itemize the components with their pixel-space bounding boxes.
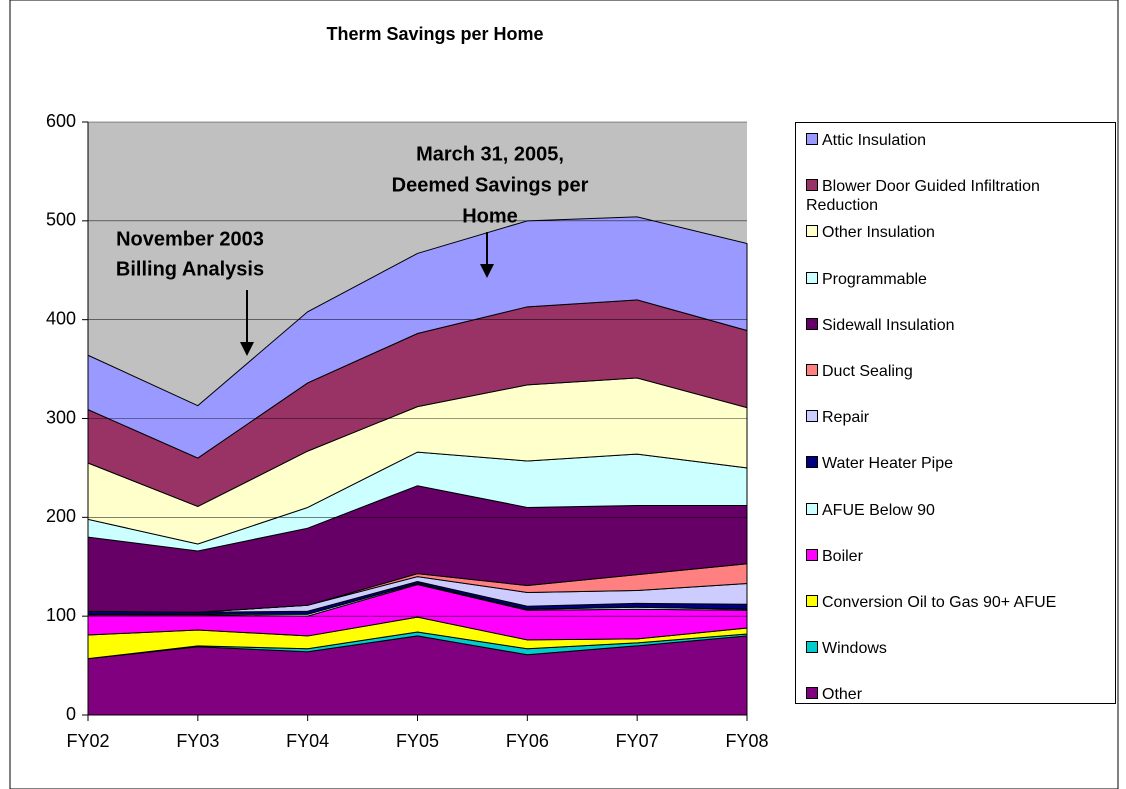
x-tick-label: FY05 [396, 731, 439, 751]
y-tick-label: 300 [46, 407, 76, 427]
legend-item: Attic Insulation [806, 131, 1116, 150]
x-tick-label: FY08 [725, 731, 768, 751]
legend-swatch [806, 364, 818, 376]
legend-item: Sidewall Insulation [806, 316, 1116, 335]
legend-swatch [806, 687, 818, 700]
legend-item: Windows [806, 639, 1116, 658]
legend-label: Conversion Oil to Gas 90+ AFUE [822, 594, 1057, 611]
legend-item: AFUE Below 90 [806, 501, 1116, 520]
y-tick-label: 600 [46, 111, 76, 131]
y-tick-label: 0 [66, 704, 76, 724]
legend-label: Sidewall Insulation [822, 316, 955, 334]
legend-item: Repair [806, 408, 1116, 427]
legend-item: Programmable [806, 270, 1116, 289]
annotation: Billing Analysis [116, 258, 264, 280]
y-tick-label: 500 [46, 210, 76, 230]
legend-swatch [806, 641, 818, 654]
annotation: March 31, 2005, [416, 143, 564, 165]
legend-label: Water Heater Pipe [822, 455, 954, 473]
legend: Attic Insulation Blower Door Guided Infil… [795, 122, 1116, 704]
legend-label: Duct Sealing [822, 363, 913, 380]
legend-swatch [806, 410, 818, 423]
annotation: Deemed Savings per [392, 174, 589, 196]
legend-item: Blower Door Guided Infiltration Reductio… [806, 177, 1116, 215]
legend-label: Repair [822, 409, 870, 427]
x-tick-label: FY03 [176, 731, 219, 751]
legend-label: Attic Insulation [822, 132, 927, 149]
legend-label: Other [822, 686, 863, 704]
x-tick-label: FY04 [286, 731, 329, 751]
arrow-head [240, 342, 254, 356]
arrow-head [480, 264, 494, 278]
legend-label: Other Insulation [822, 224, 935, 242]
legend-item: Other Insulation [806, 223, 1116, 242]
legend-swatch [806, 548, 818, 561]
legend-swatch [806, 456, 818, 469]
legend-swatch [806, 595, 818, 607]
frame [9, 0, 1119, 789]
legend-swatch [806, 179, 818, 192]
legend-swatch [806, 317, 818, 330]
legend-swatch [806, 225, 818, 238]
legend-item: Conversion Oil to Gas 90+ AFUE [806, 593, 1116, 612]
legend-swatch [806, 133, 818, 145]
legend-swatch [806, 502, 818, 515]
y-tick-label: 400 [46, 308, 76, 328]
annotation: November 2003 [116, 228, 264, 250]
x-tick-label: FY07 [616, 731, 659, 751]
annotation: Home [462, 205, 518, 227]
legend-item: Boiler [806, 547, 1116, 566]
legend-label: Windows [822, 640, 887, 658]
y-tick-label: 100 [46, 605, 76, 625]
y-tick-label: 200 [46, 506, 76, 526]
legend-label: AFUE Below 90 [822, 501, 935, 519]
x-tick-label: FY06 [506, 731, 549, 751]
legend-item: Water Heater Pipe [806, 454, 1116, 473]
legend-item: Other [806, 685, 1116, 704]
legend-label: Boiler [822, 547, 863, 565]
chart-title: Therm Savings per Home [326, 24, 543, 44]
x-tick-label: FY02 [66, 731, 109, 751]
area [87, 216, 748, 459]
legend-label: Programmable [822, 270, 927, 288]
legend-item: Duct Sealing [806, 362, 1116, 381]
legend-label: Blower Door Guided Infiltration Reductio… [806, 178, 1040, 215]
legend-swatch [806, 271, 818, 284]
